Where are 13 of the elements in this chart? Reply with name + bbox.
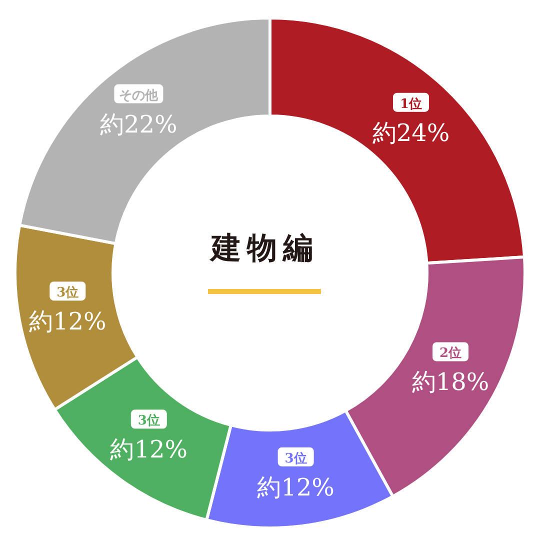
slice-label: 3位 [138,414,160,429]
slice-label: 3位 [284,451,307,466]
slice-label: 2位 [439,346,462,362]
text: 建物編 [208,230,320,268]
data-label: 約12% [257,473,334,502]
data-label: 約22% [100,110,178,138]
data-label: 約12% [110,436,188,464]
data-label: 約12% [28,308,106,336]
data-label: 約24% [372,118,450,147]
slice-label: 3位 [56,286,79,301]
data-label: 約18% [412,368,490,396]
slice-label: 1位 [400,96,422,112]
slice-label: その他 [119,88,160,104]
